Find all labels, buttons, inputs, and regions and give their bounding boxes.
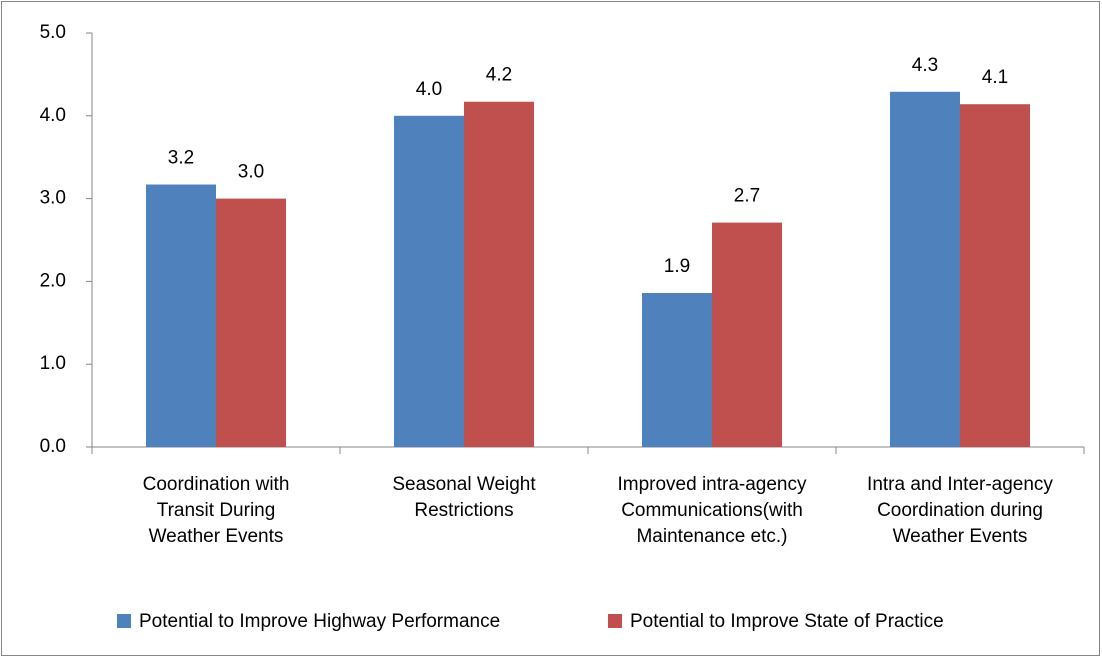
bar	[712, 222, 782, 447]
legend-label: Potential to Improve Highway Performance	[139, 611, 500, 632]
data-label: 4.3	[912, 55, 938, 76]
data-label: 4.1	[982, 67, 1008, 88]
x-tick-label: Seasonal Weight Restrictions	[392, 474, 536, 521]
data-label: 3.0	[238, 162, 264, 183]
y-tick-label: 4.0	[40, 105, 66, 126]
legend-label: Potential to Improve State of Practice	[630, 611, 944, 632]
y-tick-label: 0.0	[40, 436, 66, 457]
x-tick-label: Improved intra-agency Communications(wit…	[617, 474, 807, 547]
y-tick-label: 3.0	[40, 188, 66, 209]
data-label: 4.0	[416, 79, 442, 100]
legend-swatch	[117, 614, 131, 628]
data-label: 2.7	[734, 186, 760, 207]
x-tick-label: Intra and Inter-agency Coordination duri…	[867, 474, 1053, 547]
data-label: 1.9	[664, 256, 690, 277]
bar	[960, 104, 1030, 447]
legend-swatch	[608, 614, 622, 628]
x-tick-label: Coordination with Transit During Weather…	[142, 474, 290, 547]
bar	[642, 292, 712, 447]
bar	[146, 184, 216, 448]
data-label: 4.2	[486, 65, 512, 86]
y-tick-label: 2.0	[40, 270, 66, 291]
bar	[216, 198, 286, 447]
data-label: 3.2	[168, 148, 194, 169]
bar	[464, 101, 534, 447]
bar	[890, 91, 960, 448]
bar	[394, 115, 464, 448]
y-tick-label: 5.0	[40, 22, 66, 43]
y-tick-label: 1.0	[40, 353, 66, 374]
